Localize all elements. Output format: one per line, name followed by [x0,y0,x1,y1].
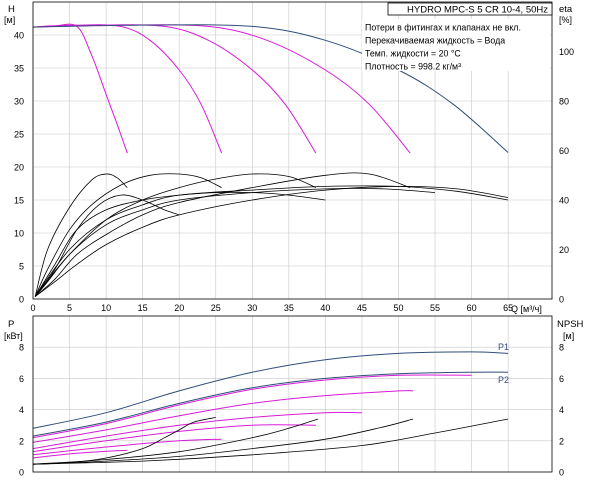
efficiency-curve-5 [34,173,128,297]
efficiency-curve-9 [34,185,509,297]
p2-power-curve [32,371,509,437]
flow-tick-label: 55 [430,303,440,313]
eta-tick-label: 20 [559,245,569,255]
npsh-tick-label: 6 [559,374,564,384]
efficiency-curve-8 [34,172,411,297]
efficiency-curve-13 [34,185,509,297]
flow-axis-title: Q [м³/ч] [511,304,542,314]
npsh-tick-label: 2 [559,436,564,446]
head-tick-label: 25 [14,130,24,140]
p2-curve-label: P2 [498,375,509,385]
npsh-axis-unit: [м] [563,331,574,341]
flow-tick-label: 5 [67,303,72,313]
efficiency-curve-12 [34,187,436,297]
npsh-curve-10 [32,418,414,465]
power-curve-6 [32,438,222,456]
head-tick-label: 10 [14,229,24,239]
head-tick-label: 35 [14,64,24,74]
power-axis-title: P [8,319,14,330]
note-density: Плотность = 998.2 кг/м³ [365,62,461,72]
head-tick-label: 5 [19,262,24,272]
head-tick-label: 15 [14,196,24,206]
head-tick-label: 20 [14,163,24,173]
flow-tick-label: 60 [467,303,477,313]
head-axis-unit: [м] [4,15,15,25]
efficiency-curve-10 [34,194,180,297]
efficiency-curve-6 [34,173,222,297]
npsh-curve-11 [32,418,509,465]
efficiency-curve-11 [34,191,326,297]
head-panel-frame [32,1,553,300]
axis-layer: 0 5 10 15 20 25 30 35 40 45 50 55 60 6505101520253035… [14,1,574,478]
flow-tick-label: 35 [284,303,294,313]
power-axis-unit: [кВт] [4,331,23,341]
eta-tick-label: 80 [559,97,569,107]
power-curve-2 [32,374,472,439]
p1-curve-label: P1 [498,342,509,352]
eta-axis-unit: [%] [559,15,572,25]
flow-tick-label: 65 [503,303,513,313]
notes-box: Потери в фитингах и клапанах не вкл. Пер… [362,19,550,72]
npsh-tick-label: 0 [559,468,564,478]
eta-tick-label: 0 [559,295,564,305]
npsh-axis-title: NPSH [557,319,584,330]
head-tick-label: 0 [19,295,24,305]
power-curve-7 [32,449,128,459]
power-curve-3 [32,390,414,443]
flow-tick-label: 10 [101,303,111,313]
eta-tick-label: 100 [559,47,574,57]
chart-title: HYDRO MPC-S 5 CR 10-4, 50Hz [407,5,548,16]
head-tick-label: 40 [14,31,24,41]
flow-tick-label: 20 [174,303,184,313]
grid-layer [32,2,552,472]
npsh-tick-label: 4 [559,405,564,415]
power-curve-5 [32,424,316,453]
eta-tick-label: 40 [559,196,569,206]
npsh-curve-9 [32,418,319,465]
head-axis-title: H [8,4,15,15]
flow-tick-label: 45 [357,303,367,313]
note-temperature: Темп. жидкости = 20 °C [365,49,461,59]
head-tick-label: 30 [14,97,24,107]
flow-tick-label: 25 [211,303,221,313]
flow-tick-label: 0 [30,303,35,313]
head-curve-4 [32,24,509,153]
power-tick-label: 6 [19,374,24,384]
flow-tick-label: 40 [320,303,330,313]
power-curve-4 [32,411,362,450]
efficiency-curve-7 [34,173,317,297]
eta-axis-title: eta [559,4,573,15]
flow-tick-label: 50 [393,303,403,313]
power-tick-label: 8 [19,343,24,353]
npsh-tick-label: 8 [559,343,564,353]
title-box [387,2,553,16]
power-panel-frame [32,315,553,473]
power-tick-label: 4 [19,405,24,415]
flow-tick-label: 30 [247,303,257,313]
note-fittings: Потери в фитингах и клапанах не вкл. [365,23,521,33]
eta-tick-label: 60 [559,146,569,156]
p1-power-curve [32,351,509,429]
flow-tick-label: 15 [138,303,148,313]
note-liquid: Перекачиваемая жидкость = Вода [365,36,505,46]
power-tick-label: 2 [19,436,24,446]
curve-layer [32,23,509,465]
power-tick-label: 0 [19,468,24,478]
